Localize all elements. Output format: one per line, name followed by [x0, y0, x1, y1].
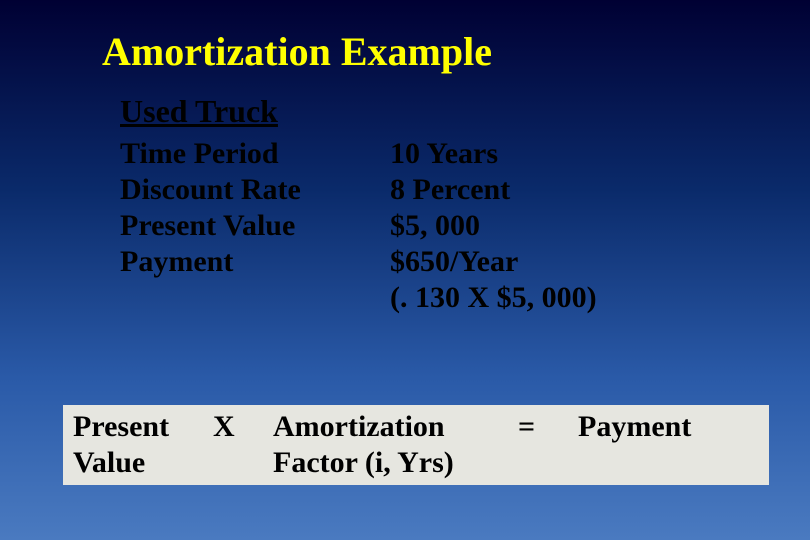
formula-text: Value — [73, 445, 213, 481]
formula-equals: = — [518, 409, 578, 445]
formula-text: Present — [73, 409, 213, 445]
slide-subtitle: Used Truck — [120, 93, 810, 130]
param-value: (. 130 X $5, 000) — [390, 280, 597, 316]
param-label: Payment — [120, 244, 390, 280]
formula-text: Payment — [578, 409, 691, 445]
param-label: Discount Rate — [120, 172, 390, 208]
param-label: Present Value — [120, 208, 390, 244]
formula-times: X — [213, 409, 273, 445]
formula-text: Factor (i, Yrs) — [273, 445, 518, 481]
slide: Amortization Example Used Truck Time Per… — [0, 0, 810, 540]
slide-title: Amortization Example — [102, 28, 810, 75]
param-values-column: 10 Years 8 Percent $5, 000 $650/Year (. … — [390, 136, 597, 316]
formula-band: Present Value X Amortization Factor (i, … — [63, 405, 769, 485]
formula-text: Amortization — [273, 409, 518, 445]
params-block: Time Period Discount Rate Present Value … — [120, 136, 810, 316]
param-label: Time Period — [120, 136, 390, 172]
param-value: 10 Years — [390, 136, 597, 172]
formula-present-value: Present Value — [73, 409, 213, 481]
param-labels-column: Time Period Discount Rate Present Value … — [120, 136, 390, 316]
param-value: 8 Percent — [390, 172, 597, 208]
param-value: $650/Year — [390, 244, 597, 280]
formula-payment: Payment — [578, 409, 691, 445]
formula-amortization-factor: Amortization Factor (i, Yrs) — [273, 409, 518, 481]
param-value: $5, 000 — [390, 208, 597, 244]
